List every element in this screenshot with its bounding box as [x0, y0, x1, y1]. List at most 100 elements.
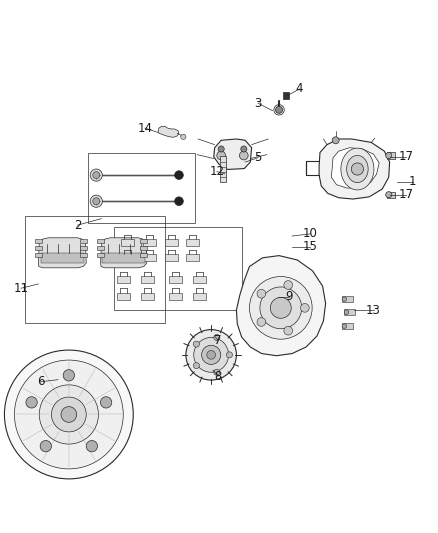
Bar — [283, 92, 289, 99]
Bar — [80, 239, 87, 243]
Bar — [97, 253, 104, 257]
Bar — [165, 239, 178, 246]
Circle shape — [241, 146, 247, 152]
Bar — [117, 293, 130, 300]
Text: 7: 7 — [214, 334, 222, 347]
Bar — [342, 296, 353, 302]
Circle shape — [100, 397, 112, 408]
Text: 17: 17 — [399, 150, 413, 163]
Circle shape — [26, 397, 37, 408]
Bar — [140, 239, 147, 243]
Circle shape — [342, 297, 346, 301]
Circle shape — [207, 351, 215, 359]
Bar — [141, 293, 154, 300]
Circle shape — [194, 337, 229, 372]
Circle shape — [284, 281, 293, 289]
Circle shape — [14, 360, 123, 469]
Bar — [114, 228, 242, 310]
Circle shape — [90, 195, 102, 207]
Circle shape — [274, 104, 284, 115]
Bar — [97, 239, 104, 243]
Text: 2: 2 — [74, 219, 81, 232]
Bar — [169, 293, 182, 300]
Circle shape — [193, 341, 199, 347]
Bar — [35, 246, 42, 250]
Bar — [25, 216, 165, 323]
Circle shape — [4, 350, 133, 479]
Bar — [35, 253, 42, 257]
Polygon shape — [158, 126, 179, 137]
Bar — [141, 276, 154, 283]
Circle shape — [93, 198, 100, 205]
Circle shape — [351, 163, 364, 175]
Text: 15: 15 — [303, 240, 318, 253]
Bar — [121, 239, 134, 246]
Bar — [193, 293, 206, 300]
Bar — [186, 239, 199, 246]
Bar — [80, 253, 87, 257]
Bar — [387, 192, 395, 198]
Polygon shape — [237, 256, 325, 356]
Text: 14: 14 — [138, 122, 152, 135]
Circle shape — [93, 172, 100, 179]
Text: 11: 11 — [14, 282, 28, 295]
Circle shape — [40, 440, 52, 452]
Circle shape — [175, 197, 184, 206]
Text: 12: 12 — [209, 165, 224, 178]
Circle shape — [300, 303, 309, 312]
Circle shape — [226, 352, 233, 358]
Circle shape — [276, 107, 283, 114]
Circle shape — [257, 318, 266, 326]
Bar — [344, 309, 355, 315]
Text: 1: 1 — [409, 175, 417, 188]
Text: 4: 4 — [296, 83, 303, 95]
Ellipse shape — [341, 148, 374, 190]
Circle shape — [240, 151, 248, 160]
Bar — [140, 253, 147, 257]
Circle shape — [284, 326, 293, 335]
Circle shape — [332, 137, 339, 144]
Bar — [387, 152, 395, 158]
Bar — [80, 246, 87, 250]
Text: 13: 13 — [366, 303, 381, 317]
Polygon shape — [331, 148, 379, 188]
Text: 10: 10 — [303, 228, 318, 240]
Circle shape — [86, 440, 98, 452]
Circle shape — [386, 192, 392, 198]
Text: 9: 9 — [285, 290, 293, 303]
Circle shape — [90, 169, 102, 181]
Polygon shape — [214, 139, 252, 169]
Bar — [169, 276, 182, 283]
Circle shape — [193, 362, 199, 369]
Circle shape — [61, 407, 77, 422]
Bar — [140, 246, 147, 250]
Polygon shape — [101, 238, 147, 268]
Polygon shape — [39, 238, 86, 268]
Bar — [143, 239, 156, 246]
Text: 5: 5 — [254, 151, 262, 164]
Circle shape — [175, 171, 184, 180]
Bar — [117, 276, 130, 283]
Circle shape — [186, 329, 237, 380]
Text: 17: 17 — [399, 188, 413, 201]
Bar — [186, 254, 199, 261]
Bar — [97, 246, 104, 250]
Circle shape — [63, 370, 74, 381]
Bar — [342, 324, 353, 329]
Circle shape — [344, 310, 349, 314]
Circle shape — [51, 397, 86, 432]
Circle shape — [201, 345, 221, 365]
Text: 8: 8 — [215, 370, 222, 383]
Bar — [88, 154, 195, 223]
Circle shape — [260, 287, 302, 329]
Bar — [220, 156, 226, 182]
Bar — [143, 254, 156, 261]
Circle shape — [214, 334, 220, 341]
Circle shape — [386, 152, 392, 158]
Ellipse shape — [346, 156, 368, 183]
Circle shape — [218, 146, 224, 152]
Circle shape — [270, 297, 291, 318]
Circle shape — [257, 289, 266, 298]
Polygon shape — [319, 139, 390, 199]
Bar — [35, 239, 42, 243]
